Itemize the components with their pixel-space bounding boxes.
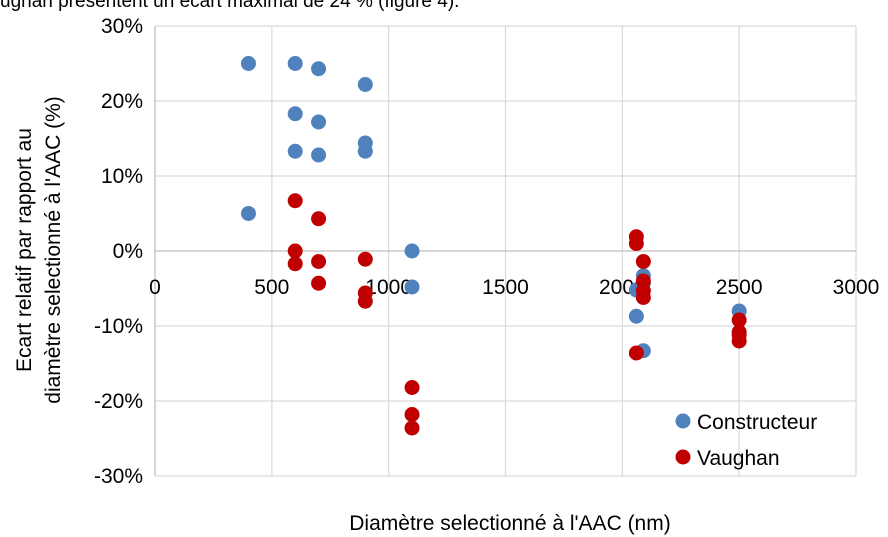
data-point	[404, 380, 420, 395]
series-vaughan	[287, 193, 747, 436]
x-tick-label: 500	[254, 276, 289, 299]
axes	[154, 26, 856, 476]
data-point	[311, 61, 327, 77]
data-point	[287, 256, 303, 272]
data-point	[731, 333, 747, 349]
data-point	[635, 290, 651, 305]
y-tick-label: -10%	[94, 315, 143, 338]
data-point	[628, 345, 644, 361]
data-point	[311, 275, 327, 291]
legend-label: Constructeur	[697, 411, 817, 434]
y-axis-title-line-2: diamètre selectionné à l'AAC (%)	[42, 96, 65, 403]
data-point	[404, 420, 420, 436]
data-point	[357, 293, 373, 309]
legend-marker	[675, 413, 691, 429]
data-point	[357, 77, 373, 92]
y-tick-label: 0%	[113, 240, 143, 263]
y-tick-label: 10%	[101, 165, 143, 188]
data-point	[628, 308, 644, 324]
x-tick-label: 3000	[833, 276, 880, 299]
data-point	[357, 251, 373, 267]
data-point	[311, 211, 327, 227]
data-point	[404, 407, 420, 422]
data-point	[311, 147, 327, 163]
data-point	[287, 56, 303, 71]
data-point	[404, 279, 420, 295]
data-point	[240, 206, 256, 221]
y-tick-label: 20%	[101, 90, 143, 113]
data-point	[731, 312, 747, 328]
data-point	[287, 193, 303, 209]
data-point	[311, 114, 327, 130]
data-point	[635, 254, 651, 269]
y-tick-label: 30%	[101, 15, 143, 38]
y-tick-label: -20%	[94, 390, 143, 413]
legend: Constructeur Vaughan	[675, 411, 817, 470]
data-point	[287, 143, 303, 159]
data-point	[311, 254, 327, 269]
data-point	[240, 56, 256, 71]
cropped-caption-text: ughan présentent un écart maximal de 24 …	[0, 0, 460, 12]
x-axis-title: Diamètre selectionné à l'AAC (nm)	[349, 512, 670, 535]
x-tick-labels: 0 500 1000 1500 2000 2500 3000	[149, 276, 879, 299]
x-tick-label: 1500	[482, 276, 529, 299]
x-tick-label: 2500	[716, 276, 763, 299]
data-point	[357, 143, 373, 159]
y-tick-labels: 30% 20% 10% 0% -10% -20% -30%	[94, 15, 143, 488]
data-points	[240, 56, 747, 436]
x-tick-label: 1000	[365, 276, 412, 299]
data-point	[628, 236, 644, 251]
legend-label: Vaughan	[697, 447, 780, 470]
y-tick-label: -30%	[94, 465, 143, 488]
data-point	[404, 243, 420, 259]
x-tick-label: 0	[149, 276, 161, 299]
y-axis-title-line-1: Ecart relatif par rapport au	[13, 128, 36, 372]
legend-marker	[675, 449, 691, 465]
data-point	[287, 106, 303, 122]
data-point	[287, 243, 303, 259]
